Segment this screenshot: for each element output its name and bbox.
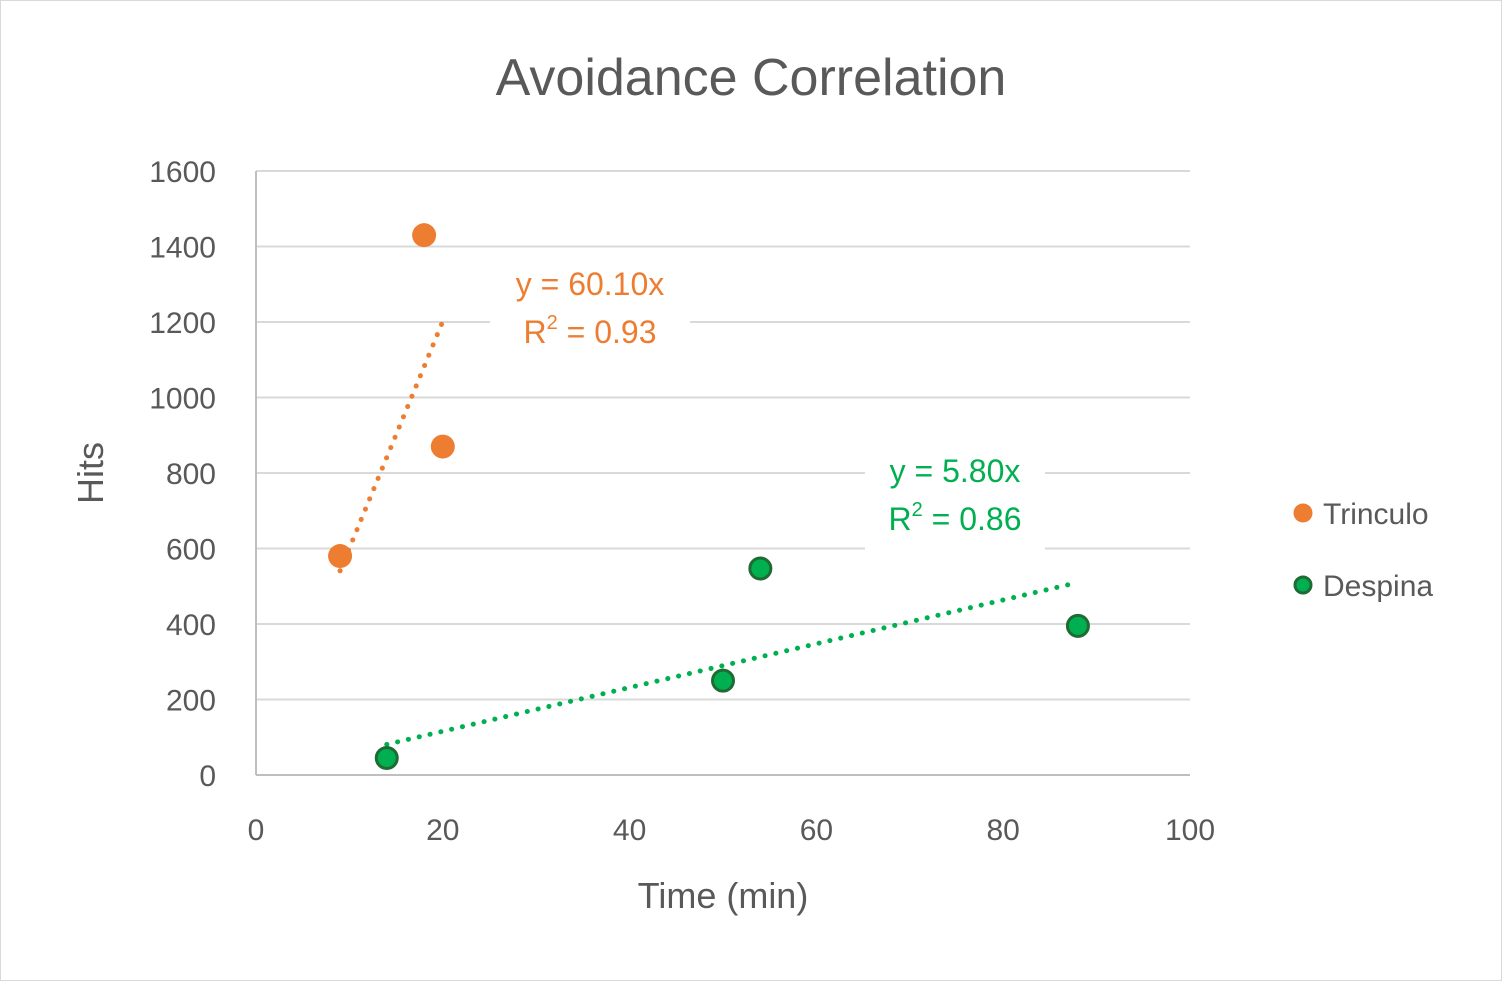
data-point-despina xyxy=(711,668,735,693)
trendline-equations: y = 60.10x R2 = 0.93 y = 5.80x R2 = 0.86 xyxy=(490,258,1045,553)
legend-marker-trinculo xyxy=(1293,503,1313,523)
x-tick-label: 0 xyxy=(248,814,265,847)
y-tick-label: 400 xyxy=(166,609,216,642)
y-tick-label: 0 xyxy=(199,760,216,793)
x-tick-label: 100 xyxy=(1165,814,1215,847)
data-point-despina xyxy=(748,556,773,581)
y-tick-label: 1000 xyxy=(149,383,216,416)
x-tick-label: 80 xyxy=(987,814,1020,847)
data-point-despina xyxy=(374,746,399,771)
data-points xyxy=(328,223,1090,771)
x-tick-label: 60 xyxy=(800,814,833,847)
data-point-despina xyxy=(1065,613,1090,638)
chart-title: Avoidance Correlation xyxy=(496,49,1007,107)
legend-label-trinculo: Trinculo xyxy=(1323,498,1429,531)
data-point-trinculo xyxy=(412,223,437,248)
trendline-equation: y = 60.10x xyxy=(516,266,665,302)
trendline-equation: y = 5.80x xyxy=(890,453,1021,489)
trendline-trinculo xyxy=(337,318,446,574)
equation-background xyxy=(865,445,1045,553)
equation-background xyxy=(490,258,690,350)
y-tick-label: 1400 xyxy=(149,232,216,265)
x-tick-labels: 0 20 40 60 80 100 xyxy=(248,814,1215,847)
y-tick-label: 200 xyxy=(166,685,216,718)
data-point-trinculo xyxy=(328,544,353,569)
legend: Trinculo Despina xyxy=(1293,498,1433,603)
trendline-despina xyxy=(384,579,1081,747)
x-axis-label: Time (min) xyxy=(638,875,809,916)
y-tick-label: 800 xyxy=(166,458,216,491)
trendlines xyxy=(337,318,1081,747)
y-tick-label: 1200 xyxy=(149,307,216,340)
data-point-trinculo xyxy=(430,434,455,459)
x-tick-label: 40 xyxy=(613,814,646,847)
y-tick-labels: 0 200 400 600 800 1000 1200 1400 1600 xyxy=(149,156,216,793)
y-tick-label: 600 xyxy=(166,534,216,567)
y-axis-label: Hits xyxy=(70,442,111,504)
x-tick-label: 20 xyxy=(426,814,459,847)
trendline-r-squared: R2 = 0.93 xyxy=(524,312,657,350)
legend-label-despina: Despina xyxy=(1323,570,1433,603)
trendline-r-squared: R2 = 0.86 xyxy=(889,499,1022,537)
legend-marker-despina xyxy=(1293,575,1313,595)
y-tick-label: 1600 xyxy=(149,156,216,189)
